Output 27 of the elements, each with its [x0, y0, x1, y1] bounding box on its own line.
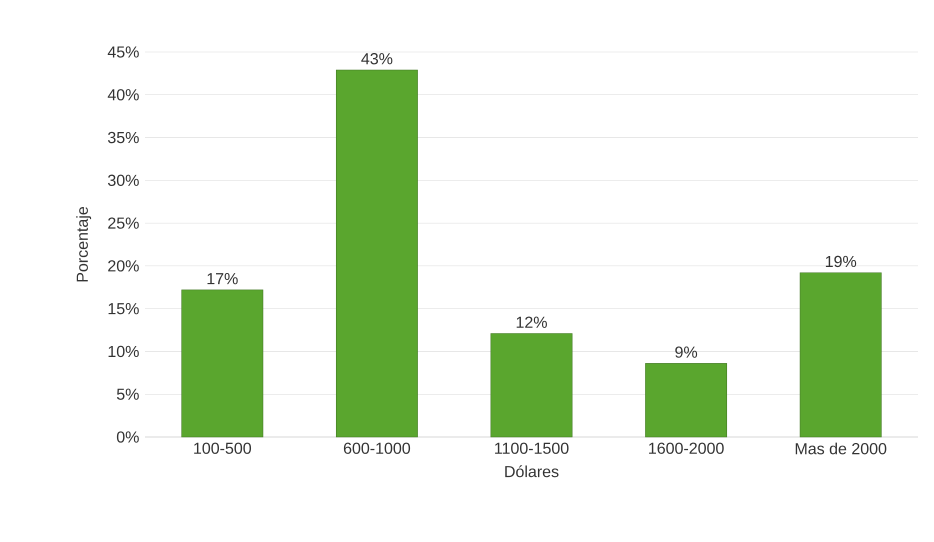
bar	[336, 70, 418, 438]
x-tick-label: Mas de 2000	[796, 442, 886, 454]
y-tick-label: 20%	[108, 260, 139, 272]
data-label: 12%	[516, 316, 547, 328]
data-label: 19%	[826, 256, 856, 268]
x-tick-label: 1600-2000	[649, 442, 724, 454]
y-tick-label: 0%	[116, 431, 139, 443]
x-axis-title: Dólares	[505, 465, 558, 478]
y-tick-label: 15%	[108, 303, 139, 314]
x-tick-label: 600-1000	[344, 442, 410, 454]
y-tick-label: 10%	[108, 346, 139, 358]
data-label: 43%	[361, 53, 392, 64]
x-tick-label: 100-500	[194, 442, 252, 454]
x-tick-label: 1100-1500	[495, 442, 569, 454]
y-tick-label: 35%	[108, 132, 139, 144]
bar	[490, 333, 572, 438]
data-label: 9%	[675, 346, 698, 358]
data-label: 17%	[208, 273, 238, 284]
y-tick-label: 40%	[108, 89, 139, 100]
bar	[800, 272, 882, 438]
y-tick-label: 25%	[108, 217, 139, 229]
bar	[181, 290, 264, 438]
y-tick-label: 30%	[108, 174, 139, 186]
y-tick-label: 45%	[108, 46, 139, 58]
y-tick-label: 5%	[116, 388, 139, 400]
bar	[645, 363, 728, 438]
y-axis-title: Porcentaje	[76, 206, 92, 282]
